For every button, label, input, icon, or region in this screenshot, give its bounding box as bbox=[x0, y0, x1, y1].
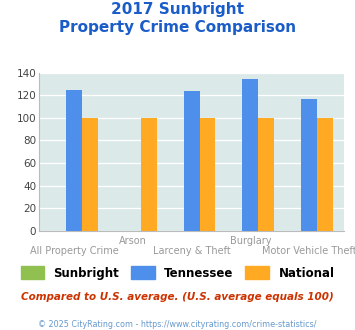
Bar bbox=[242, 80, 258, 231]
Bar bbox=[184, 91, 200, 231]
Legend: Sunbright, Tennessee, National: Sunbright, Tennessee, National bbox=[16, 262, 339, 284]
Text: Compared to U.S. average. (U.S. average equals 100): Compared to U.S. average. (U.S. average … bbox=[21, 292, 334, 302]
Bar bbox=[66, 89, 82, 231]
Bar bbox=[258, 118, 274, 231]
Text: Larceny & Theft: Larceny & Theft bbox=[153, 246, 231, 256]
Bar bbox=[317, 118, 333, 231]
Text: Property Crime Comparison: Property Crime Comparison bbox=[59, 20, 296, 35]
Text: All Property Crime: All Property Crime bbox=[30, 246, 119, 256]
Text: Burglary: Burglary bbox=[230, 236, 271, 246]
Text: Arson: Arson bbox=[119, 236, 147, 246]
Bar bbox=[82, 118, 98, 231]
Text: © 2025 CityRating.com - https://www.cityrating.com/crime-statistics/: © 2025 CityRating.com - https://www.city… bbox=[38, 320, 317, 329]
Text: 2017 Sunbright: 2017 Sunbright bbox=[111, 2, 244, 16]
Bar bbox=[200, 118, 215, 231]
Text: Motor Vehicle Theft: Motor Vehicle Theft bbox=[262, 246, 355, 256]
Bar bbox=[301, 99, 317, 231]
Bar bbox=[141, 118, 157, 231]
